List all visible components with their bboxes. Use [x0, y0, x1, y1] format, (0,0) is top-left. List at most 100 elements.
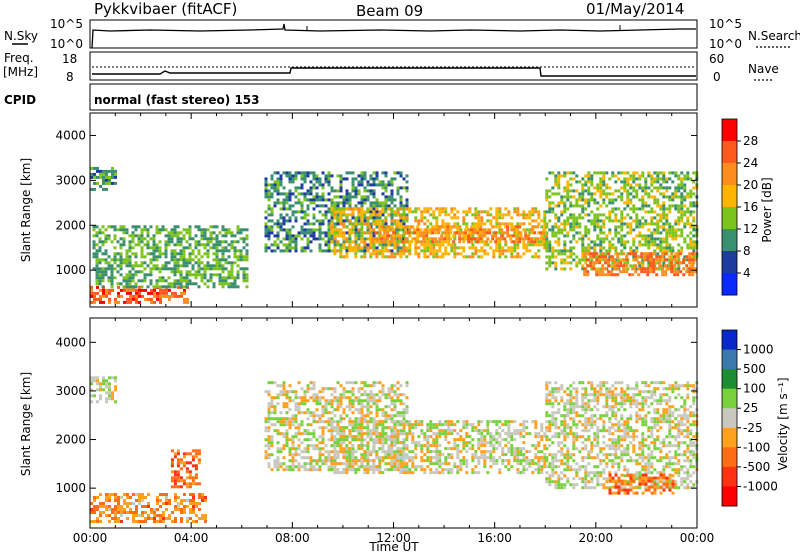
data-cell-arc — [315, 438, 319, 442]
data-cell-main-band — [354, 468, 358, 472]
data-cell-main-core — [479, 228, 483, 232]
data-cell-late-band — [653, 228, 657, 232]
data-cell-early-near — [141, 505, 144, 508]
power-data — [90, 166, 699, 304]
data-cell-early-mid — [170, 458, 174, 462]
data-cell-arc — [318, 465, 322, 469]
data-cell-main-band — [363, 450, 367, 454]
data-cell-arc — [321, 453, 325, 457]
data-cell-early-near — [117, 499, 120, 502]
data-cell-main-core — [377, 237, 381, 241]
data-cell-arc — [330, 174, 334, 178]
data-cell-early-scatter — [239, 228, 243, 232]
data-cell-early-scatter — [110, 225, 114, 229]
data-cell-main-band — [435, 222, 439, 226]
data-cell-early-top — [108, 394, 111, 398]
data-cell-main-band — [486, 213, 490, 217]
data-cell-late-band — [554, 216, 558, 220]
data-cell-arc — [321, 420, 325, 424]
data-cell-main-band — [423, 468, 427, 472]
data-cell-arc — [306, 390, 310, 394]
data-cell-late-core — [589, 252, 593, 256]
data-cell-arc — [282, 198, 286, 202]
data-cell-late-band — [584, 234, 588, 238]
data-cell-arc — [399, 459, 403, 463]
data-cell-main-band — [516, 228, 520, 232]
data-cell-main-band — [378, 225, 382, 229]
data-cell-early-scatter — [164, 249, 168, 253]
data-cell-main-band — [405, 225, 409, 229]
data-cell-early-near — [186, 517, 189, 520]
data-cell-arc — [363, 456, 367, 460]
data-cell-arc — [270, 195, 274, 199]
data-cell-main-band — [522, 222, 526, 226]
data-cell-main-band — [393, 219, 397, 223]
data-cell-main-band — [351, 207, 355, 211]
data-cell-arc — [318, 441, 322, 445]
data-cell-late-band — [566, 171, 570, 175]
data-cell-arc — [267, 426, 271, 430]
data-cell-arc — [375, 393, 379, 397]
data-cell-arc — [375, 411, 379, 415]
data-cell-arc — [321, 408, 325, 412]
data-cell-arc — [309, 171, 313, 175]
data-cell-main-band — [495, 213, 499, 217]
data-cell-late-core — [586, 273, 590, 277]
data-cell-main-core — [422, 231, 426, 235]
data-cell-main-band — [426, 207, 430, 211]
data-cell-main-band — [477, 222, 481, 226]
data-cell-late-band — [548, 249, 552, 253]
data-cell-main-band — [426, 249, 430, 253]
data-cell-main-band — [522, 246, 526, 250]
data-cell-arc — [318, 426, 322, 430]
data-cell-early-near — [90, 288, 93, 292]
data-cell-late-band — [605, 192, 609, 196]
data-cell-early-scatter — [173, 282, 177, 286]
data-cell-early-scatter — [221, 270, 225, 274]
data-cell-main-band — [345, 447, 349, 451]
data-cell-main-band — [390, 225, 394, 229]
data-cell-late-band — [677, 249, 681, 253]
data-cell-late-core — [670, 258, 674, 262]
data-cell-main-band — [513, 210, 517, 214]
data-cell-arc — [306, 192, 310, 196]
data-cell-early-scatter — [182, 255, 186, 259]
data-cell-late-band — [548, 264, 552, 268]
data-cell-main-band — [342, 441, 346, 445]
data-cell-arc — [348, 222, 352, 226]
data-cell-late-band — [650, 216, 654, 220]
data-cell-arc — [300, 177, 304, 181]
data-cell-late-band — [572, 222, 576, 226]
data-cell-main-band — [357, 213, 361, 217]
data-cell-late-core — [688, 270, 692, 274]
data-cell-early-scatter — [209, 246, 213, 250]
data-cell-arc — [384, 393, 388, 397]
data-cell-arc — [369, 210, 373, 214]
data-cell-late-band — [680, 246, 684, 250]
data-cell-late-band — [689, 240, 693, 244]
data-cell-late-core — [631, 267, 635, 271]
data-cell-arc — [381, 441, 385, 445]
data-cell-early-scatter — [173, 258, 177, 262]
data-cell-main-core — [473, 231, 477, 235]
data-cell-main-band — [435, 216, 439, 220]
data-cell-late-band — [584, 201, 588, 205]
data-cell-arc — [276, 177, 280, 181]
colorbar-swatch — [722, 229, 737, 252]
data-cell-main-band — [414, 453, 418, 457]
data-cell-late-band — [587, 237, 591, 241]
data-cell-arc — [309, 192, 313, 196]
data-cell-early-scatter — [134, 270, 138, 274]
data-cell-early-scatter — [230, 264, 234, 268]
data-cell-early-near — [99, 505, 102, 508]
data-cell-arc — [294, 237, 298, 241]
data-cell-early-top — [96, 181, 99, 185]
data-cell-arc — [387, 444, 391, 448]
data-cell-main-band — [522, 228, 526, 232]
data-cell-late-band — [641, 261, 645, 265]
data-cell-early-near — [129, 291, 132, 295]
data-cell-arc — [279, 228, 283, 232]
data-cell-early-scatter — [185, 276, 189, 280]
data-cell-main-band — [396, 429, 400, 433]
data-cell-main-band — [360, 246, 364, 250]
